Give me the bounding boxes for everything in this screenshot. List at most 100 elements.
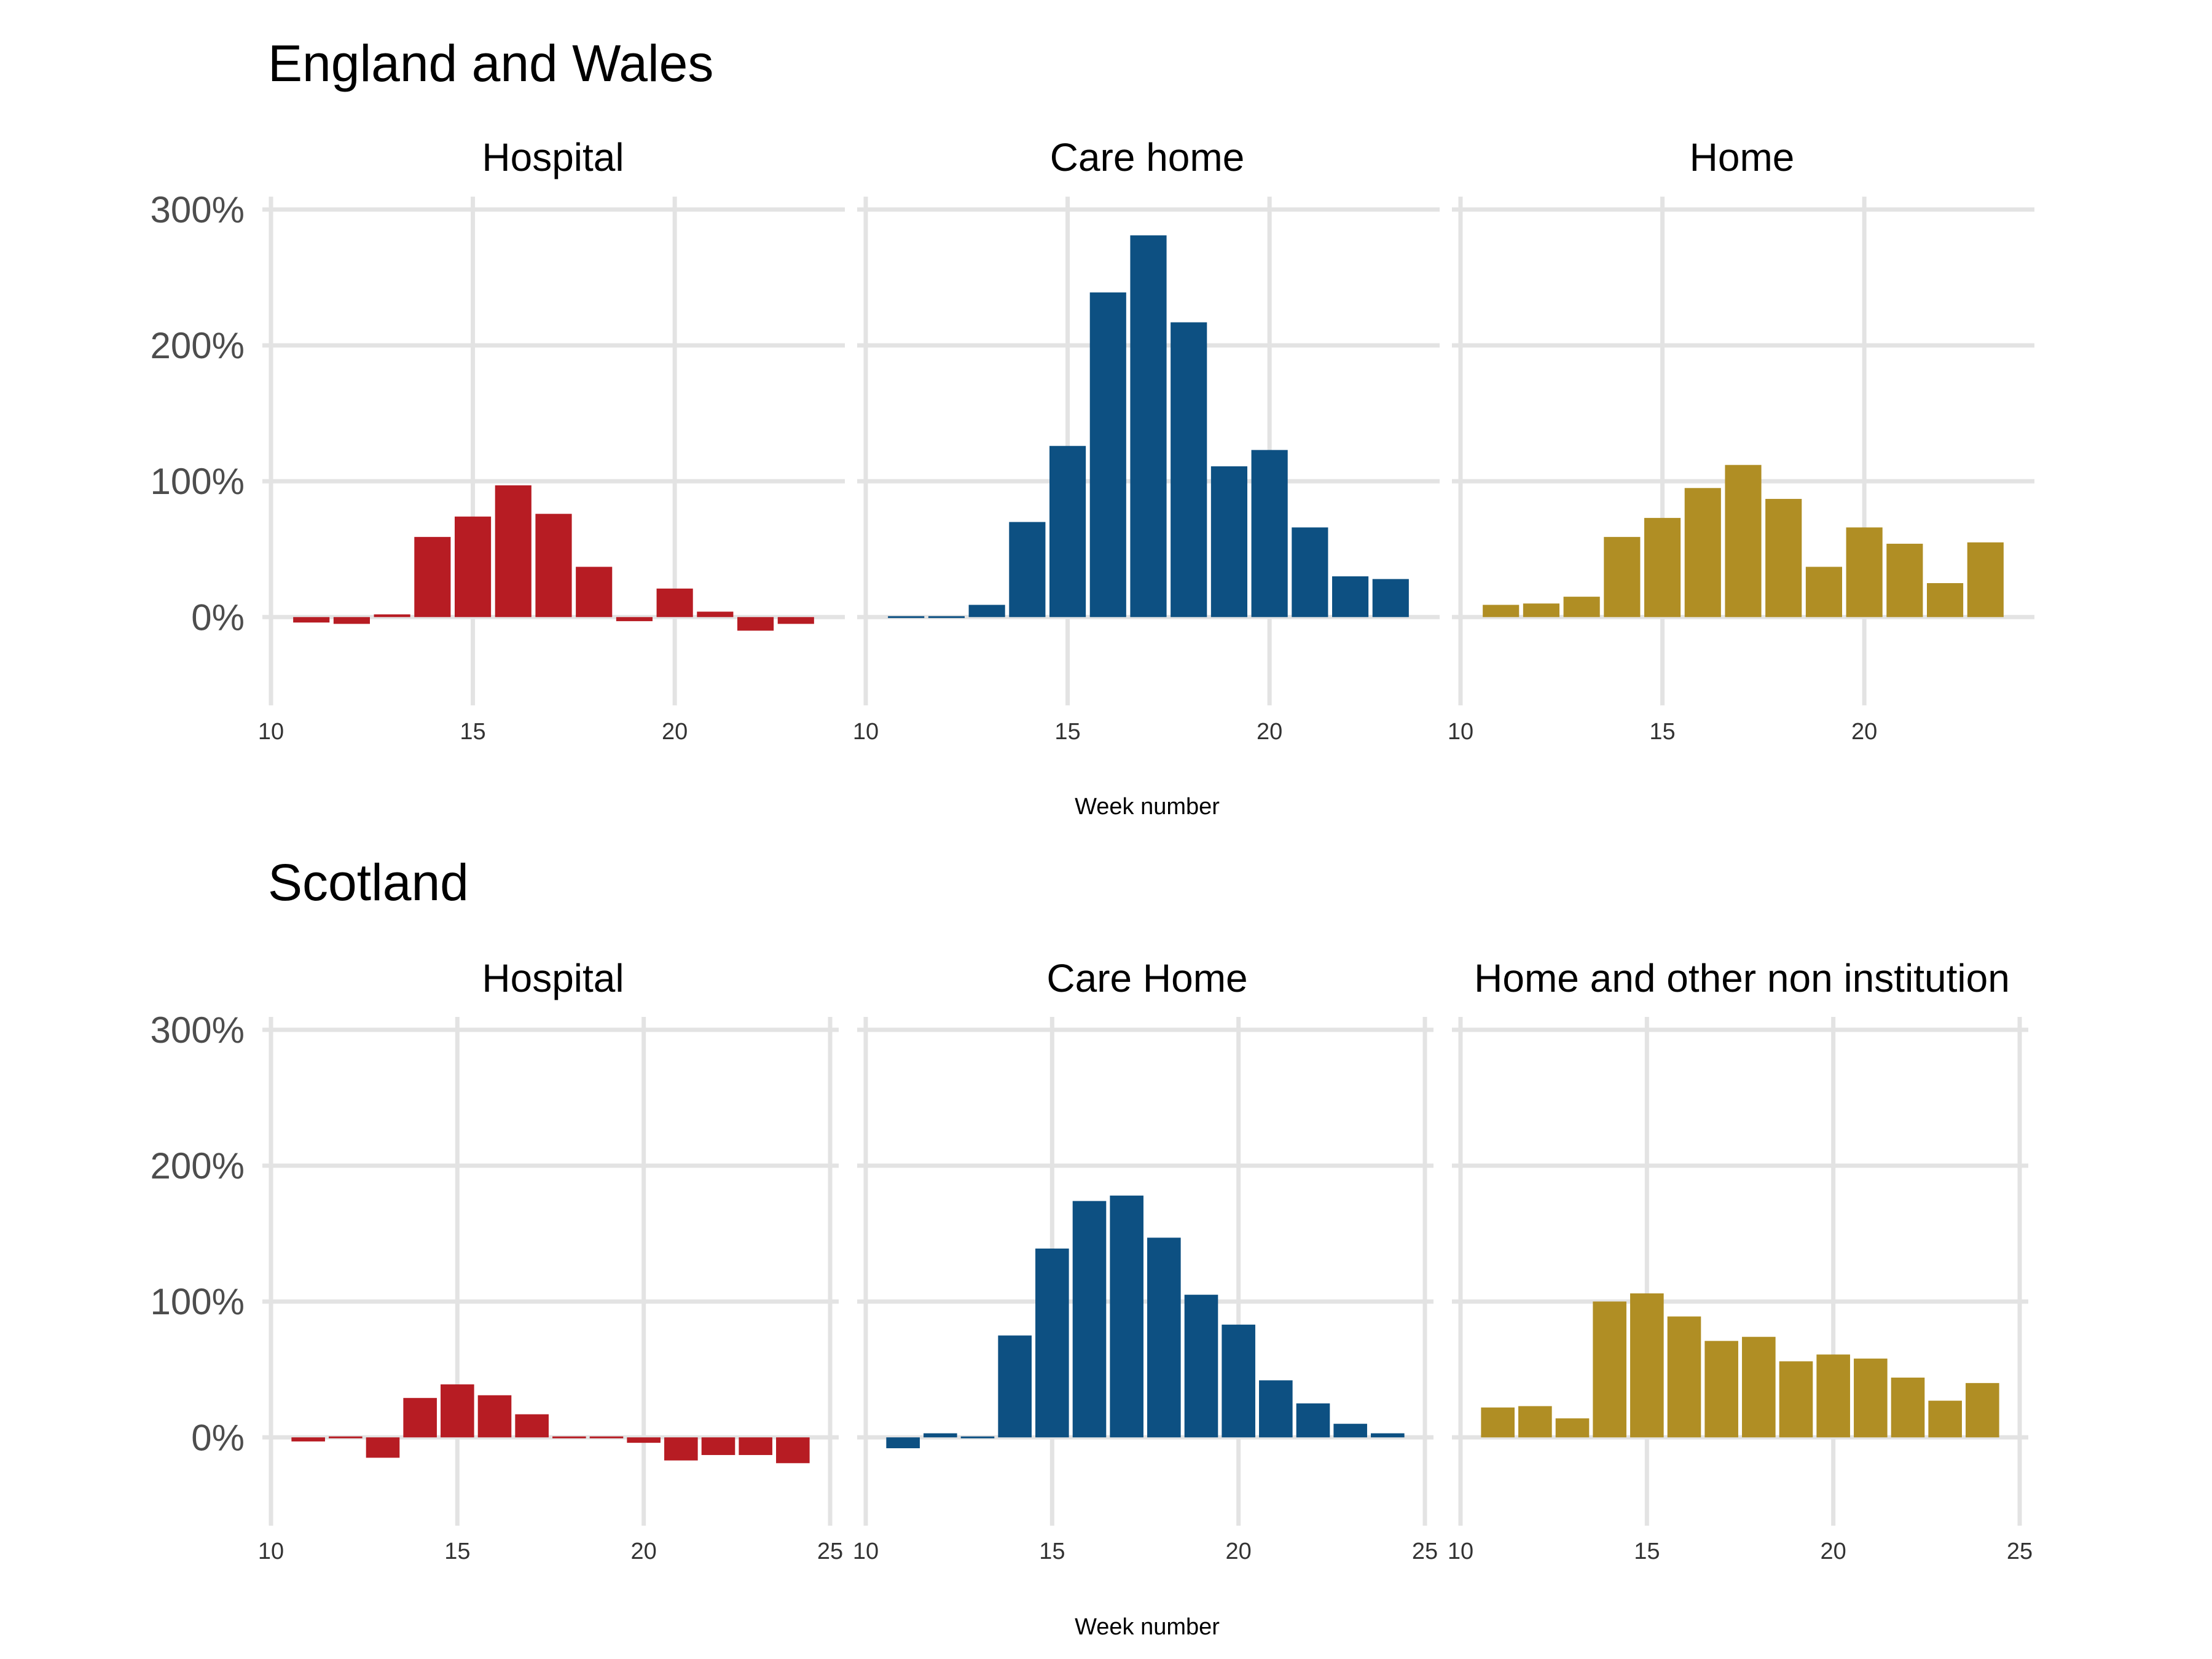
bar (697, 611, 734, 618)
bar (1251, 450, 1288, 618)
bar (1927, 583, 1964, 618)
y-tick-label: 300% (151, 1010, 245, 1051)
bar (1481, 1407, 1515, 1438)
bar (924, 1433, 957, 1438)
section-title-scotland: Scotland (268, 853, 469, 911)
x-tick-label: 20 (1821, 1539, 1846, 1564)
panel-title-sc-home-other: Home and other non institution (1474, 956, 2010, 1000)
x-tick-label: 10 (1448, 719, 1473, 745)
x-axis-label-england-wales: Week number (1075, 794, 1220, 820)
bar (739, 1437, 772, 1456)
bar (1333, 1424, 1367, 1438)
bar (737, 617, 774, 631)
x-tick-label: 25 (2007, 1539, 2033, 1564)
bar (552, 1436, 586, 1438)
bar (293, 617, 330, 623)
bar (1684, 488, 1721, 618)
plot-layer: 300% 200% 100% 0% 10 15 20 10 15 20 10 15 20 300% 200%… (151, 189, 2034, 1564)
bar (664, 1437, 698, 1461)
bar (1593, 1301, 1626, 1438)
bar (776, 1437, 810, 1464)
bar (998, 1335, 1032, 1438)
bar (414, 536, 451, 618)
bar (477, 1395, 512, 1438)
x-tick-label: 10 (853, 1539, 879, 1564)
x-tick-label: 25 (817, 1539, 843, 1564)
bar (374, 614, 410, 618)
bar (1171, 322, 1207, 618)
x-tick-label: 15 (1649, 719, 1675, 745)
bar (1967, 542, 2004, 618)
panel-title-sc-care-home: Care Home (1046, 956, 1247, 1000)
bar (656, 588, 693, 618)
x-tick-label: 15 (1054, 719, 1080, 745)
bar (1110, 1195, 1143, 1438)
bar (515, 1414, 549, 1438)
bar (589, 1436, 624, 1438)
x-tick-label: 20 (662, 719, 688, 745)
panel-title-ew-home: Home (1690, 135, 1795, 179)
bar (1604, 536, 1641, 618)
bar (1483, 605, 1520, 618)
panel-title-ew-hospital: Hospital (482, 135, 624, 179)
bar (1009, 522, 1046, 618)
bar (1372, 579, 1409, 618)
panel-title-sc-hospital: Hospital (482, 956, 624, 1000)
x-tick-label: 10 (258, 1539, 284, 1564)
bar (1704, 1341, 1738, 1438)
y-tick-label: 0% (191, 1417, 245, 1458)
bar (1147, 1237, 1181, 1438)
bar (616, 617, 653, 621)
y-tick-label: 200% (151, 325, 245, 366)
x-tick-label: 10 (853, 719, 879, 745)
bar (1765, 498, 1802, 618)
bar (441, 1384, 474, 1438)
bar (1072, 1201, 1107, 1438)
bar (495, 485, 531, 618)
x-tick-label: 20 (631, 1539, 657, 1564)
bar (1049, 445, 1086, 618)
x-axis-label-scotland: Week number (1075, 1614, 1220, 1640)
section-title-england-wales: England and Wales (268, 34, 713, 92)
bar (1928, 1400, 1962, 1438)
bar (886, 1437, 920, 1448)
bar (1371, 1433, 1405, 1438)
bar (1296, 1403, 1330, 1438)
bar (1089, 292, 1126, 618)
bar (291, 1437, 325, 1441)
bar (1518, 1406, 1552, 1438)
bar (455, 516, 492, 618)
bar (403, 1398, 437, 1438)
x-tick-label: 10 (258, 719, 284, 745)
x-tick-label: 15 (1039, 1539, 1065, 1564)
x-tick-label: 20 (1226, 1539, 1252, 1564)
bar (1292, 527, 1328, 618)
bar (960, 1436, 995, 1438)
x-tick-label: 20 (1851, 719, 1877, 745)
bar (1742, 1336, 1776, 1438)
bar (701, 1437, 735, 1456)
bar (576, 567, 613, 618)
bar (1130, 235, 1167, 618)
x-tick-label: 25 (1412, 1539, 1438, 1564)
bar (1184, 1295, 1218, 1438)
x-tick-label: 15 (1634, 1539, 1660, 1564)
bar (1563, 597, 1600, 618)
panel-title-ew-care-home: Care home (1050, 135, 1245, 179)
bar (1854, 1359, 1888, 1438)
x-tick-label: 15 (444, 1539, 470, 1564)
bar (888, 616, 925, 618)
y-tick-label: 100% (151, 1281, 245, 1322)
y-tick-label: 300% (151, 189, 245, 230)
bar (968, 605, 1005, 618)
bar (1846, 527, 1883, 618)
bar (1805, 567, 1842, 618)
bar (777, 617, 814, 624)
y-tick-label: 200% (151, 1145, 245, 1186)
bar (1816, 1354, 1850, 1438)
bar (1667, 1316, 1701, 1438)
bar (1259, 1380, 1293, 1438)
bar (1332, 576, 1369, 618)
bar (1779, 1361, 1813, 1438)
